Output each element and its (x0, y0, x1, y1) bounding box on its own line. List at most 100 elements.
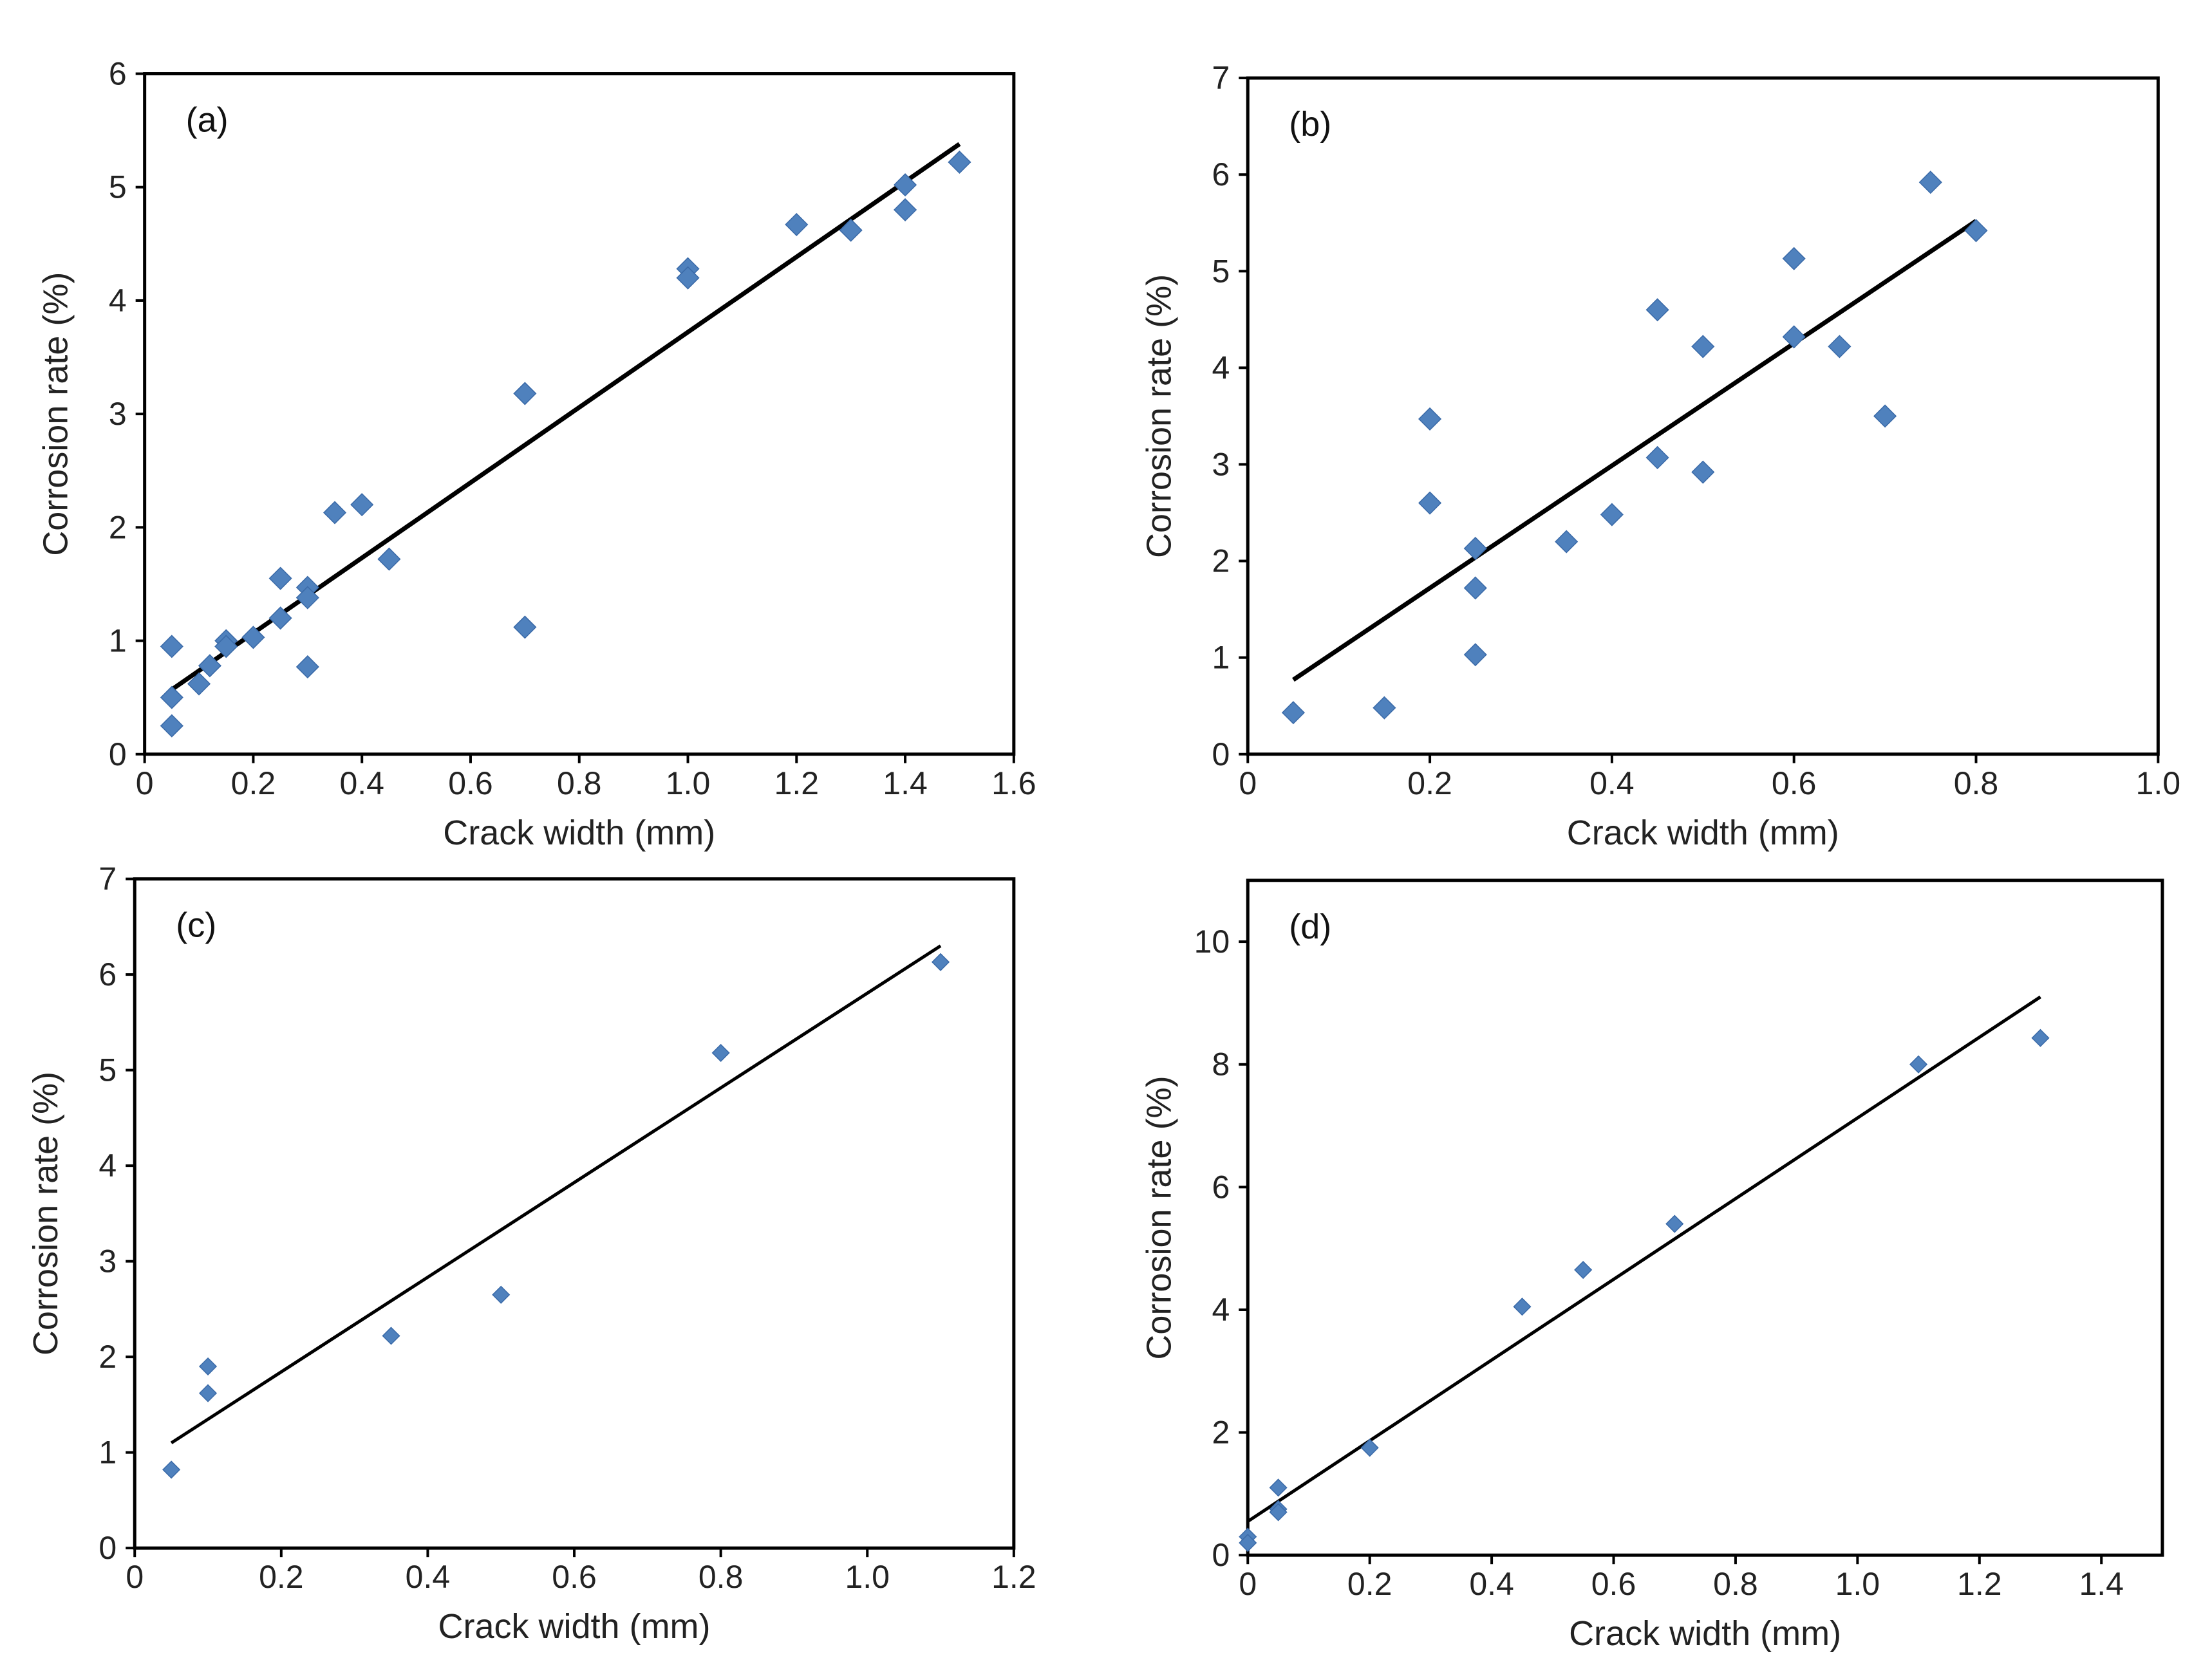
data-point (1555, 530, 1579, 554)
y-tick-label: 6 (1212, 156, 1230, 192)
x-tick-label: 1.0 (845, 1559, 890, 1595)
fit-line (1246, 995, 2041, 1523)
x-tick-label: 0.2 (1407, 765, 1452, 801)
x-axis-title: Crack width (mm) (1569, 1614, 1841, 1653)
x-tick-label: 0.2 (259, 1559, 304, 1595)
fit-line (170, 142, 961, 692)
y-tick-label: 1 (109, 623, 127, 659)
data-point (1418, 491, 1442, 515)
plot-frame (143, 72, 1016, 756)
data-point (492, 1285, 511, 1304)
data-point (268, 566, 292, 590)
fit-line (1292, 219, 1978, 682)
x-tick-label: 1.2 (1957, 1566, 2002, 1602)
x-tick-label: 0 (1239, 765, 1257, 801)
data-point (1463, 576, 1487, 600)
plot-frame (1246, 76, 2160, 756)
data-point (1645, 445, 1669, 470)
data-point (1269, 1503, 1288, 1522)
y-tick-label: 4 (98, 1148, 117, 1184)
y-axis-title: Corrosion rate (%) (37, 272, 75, 556)
chart-panel-b: 0 0.2 0.4 0.6 0.8 1.0 0 1 2 3 4 5 6 7 Crack width (mm)… (1139, 60, 2180, 852)
chart-panel-a: 0 0.2 0.4 0.6 0.8 1.0 1.2 1.4 1.6 0 1 2 3 4 5 6 Crack wi… (37, 56, 1036, 852)
y-tick-label: 5 (109, 169, 127, 205)
data-point (1463, 643, 1487, 667)
x-tick-label: 0.2 (1347, 1566, 1392, 1602)
data-point (1463, 537, 1487, 561)
data-point (187, 672, 211, 696)
data-point (1918, 171, 1942, 194)
data-point (377, 547, 401, 571)
x-tick-label: 1.0 (2136, 765, 2181, 801)
data-point (160, 635, 183, 658)
data-point (214, 635, 238, 658)
x-axis-title: Crack width (mm) (1567, 814, 1839, 852)
y-axis-title: Corrosion rate (%) (1139, 1075, 1178, 1359)
y-tick-label: 6 (98, 956, 117, 992)
x-tick-label: 0.6 (552, 1559, 597, 1595)
data-point (948, 150, 971, 174)
data-point (894, 173, 917, 197)
data-point (2031, 1029, 2050, 1047)
data-point (1513, 1298, 1532, 1316)
data-point (160, 714, 183, 738)
y-tick-label: 2 (1212, 1415, 1230, 1451)
panel-label: (a) (186, 101, 229, 140)
data-point (1782, 325, 1806, 349)
data-point (382, 1327, 400, 1345)
x-tick-label: 0 (136, 765, 154, 801)
chart-panel-c: 0 0.2 0.4 0.6 0.8 1.0 1.2 0 1 2 3 4 5 6 7 Crack width (… (26, 861, 1036, 1646)
x-tick-label: 1.0 (666, 765, 711, 801)
y-tick-label: 10 (1194, 924, 1230, 960)
y-tick-label: 2 (109, 509, 127, 545)
data-point (1782, 247, 1806, 270)
y-tick-label: 7 (1212, 60, 1230, 96)
data-point (1281, 701, 1306, 725)
data-point (839, 218, 863, 242)
data-point (1873, 404, 1897, 428)
data-point (162, 1460, 181, 1479)
x-tick-label: 0 (1239, 1566, 1257, 1602)
x-tick-label: 1.2 (991, 1559, 1036, 1595)
x-tick-label: 0.4 (339, 765, 384, 801)
y-tick-label: 0 (98, 1530, 117, 1566)
panel-label: (c) (176, 906, 216, 945)
data-point (268, 606, 292, 630)
data-point (1665, 1215, 1684, 1233)
data-point (1645, 298, 1669, 322)
data-point (1418, 407, 1442, 431)
x-tick-label: 0.6 (1772, 765, 1817, 801)
y-tick-label: 8 (1212, 1047, 1230, 1083)
data-point (1574, 1260, 1593, 1280)
x-tick-label: 0.8 (1954, 765, 1999, 801)
data-point (198, 654, 221, 678)
y-tick-label: 2 (1212, 543, 1230, 579)
data-point (1600, 503, 1624, 526)
data-point (1909, 1055, 1928, 1074)
x-tick-label: 0 (126, 1559, 144, 1595)
y-tick-label: 3 (98, 1243, 117, 1280)
data-point (1964, 219, 1988, 243)
x-tick-label: 0.8 (557, 765, 602, 801)
x-tick-label: 0.4 (406, 1559, 451, 1595)
x-tick-label: 1.6 (991, 765, 1036, 801)
y-tick-label: 1 (1212, 640, 1230, 676)
fit-line (170, 944, 942, 1444)
panel-label: (d) (1289, 908, 1331, 946)
y-tick-label: 0 (109, 736, 127, 772)
panel-label: (b) (1289, 105, 1331, 144)
data-point (323, 501, 347, 525)
x-tick-label: 0.6 (1591, 1566, 1636, 1602)
y-tick-label: 3 (109, 396, 127, 432)
x-axis-title: Crack width (mm) (438, 1607, 711, 1646)
x-tick-label: 0.8 (698, 1559, 744, 1595)
data-point (676, 266, 700, 290)
y-tick-label: 6 (109, 56, 127, 92)
y-tick-label: 7 (98, 861, 117, 897)
data-point (160, 685, 183, 709)
data-point (785, 212, 809, 236)
data-point (198, 1384, 218, 1402)
x-tick-label: 1.2 (774, 765, 820, 801)
data-point (295, 655, 319, 679)
